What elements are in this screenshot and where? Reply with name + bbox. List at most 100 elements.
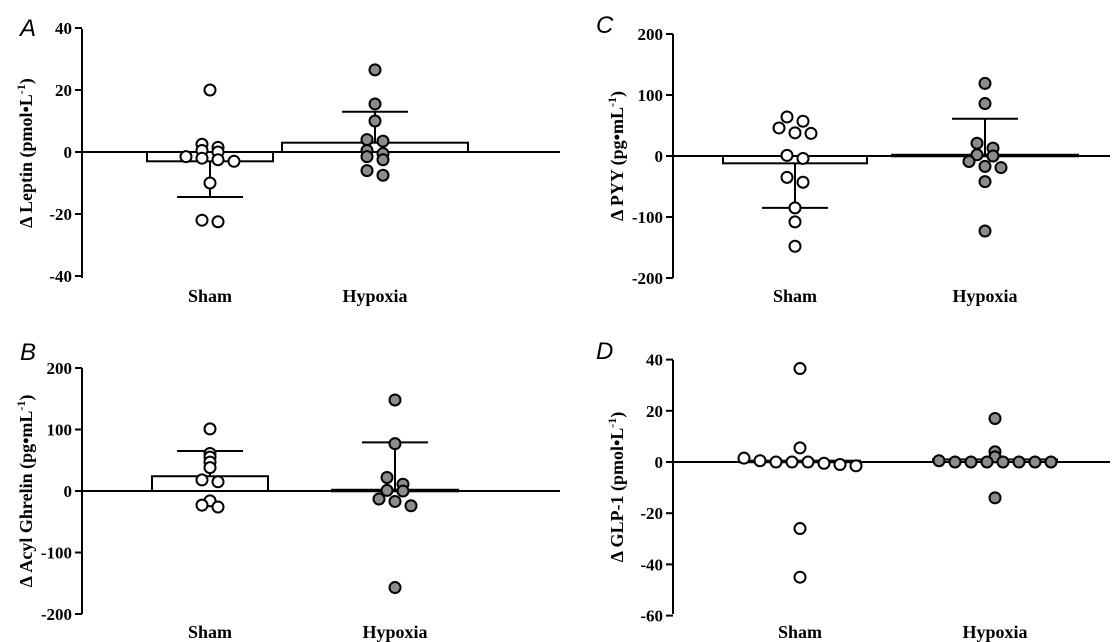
x-category-label: Hypoxia bbox=[362, 622, 427, 642]
data-point bbox=[380, 483, 394, 497]
y-tick-label: -100 bbox=[632, 208, 663, 227]
data-point bbox=[994, 161, 1008, 175]
data-point bbox=[978, 224, 992, 238]
data-point bbox=[360, 150, 374, 164]
data-point bbox=[788, 201, 802, 215]
x-category-label: Hypoxia bbox=[952, 286, 1017, 306]
data-point bbox=[179, 150, 193, 164]
data-point bbox=[376, 168, 390, 182]
panel-letter: C bbox=[596, 12, 614, 39]
data-point bbox=[1028, 455, 1042, 469]
panel-letter: A bbox=[18, 15, 36, 42]
mean-bar bbox=[331, 488, 459, 493]
data-point bbox=[785, 455, 799, 469]
panel-letter: D bbox=[596, 338, 613, 365]
data-point bbox=[376, 134, 390, 148]
data-point bbox=[793, 522, 807, 536]
data-point bbox=[788, 126, 802, 140]
mean-bar bbox=[891, 153, 1079, 158]
data-point bbox=[978, 76, 992, 90]
y-tick-label: 0 bbox=[655, 453, 664, 472]
y-tick-label: 0 bbox=[64, 143, 73, 162]
y-axis-title-close: ) bbox=[16, 395, 37, 401]
data-point bbox=[360, 164, 374, 178]
data-point bbox=[203, 176, 217, 190]
data-point bbox=[988, 411, 1002, 425]
y-axis-title-superscript: -1 bbox=[605, 97, 619, 107]
y-tick-label: -200 bbox=[41, 605, 72, 624]
data-point bbox=[769, 455, 783, 469]
x-category-label: Hypoxia bbox=[962, 622, 1027, 642]
data-point bbox=[978, 159, 992, 173]
data-point bbox=[970, 148, 984, 162]
data-point bbox=[796, 175, 810, 189]
panel-B: B -200 -100 0 100 200 Δ Acyl Ghrelin (pg•mL-1)… bbox=[14, 339, 560, 642]
y-axis-title: Δ PYY (pg•mL-1) bbox=[605, 91, 628, 221]
data-point bbox=[227, 154, 241, 168]
data-point bbox=[195, 213, 209, 227]
data-point bbox=[376, 153, 390, 167]
data-point bbox=[368, 97, 382, 111]
y-axis-title-main: Δ Acyl Ghrelin (pg•mL bbox=[16, 411, 37, 588]
data-point bbox=[211, 500, 225, 514]
y-axis-title-superscript: -1 bbox=[605, 418, 619, 428]
data-point bbox=[962, 154, 976, 168]
data-point bbox=[780, 110, 794, 124]
y-tick-label: 0 bbox=[655, 147, 664, 166]
data-point bbox=[396, 484, 410, 498]
data-point bbox=[986, 149, 1000, 163]
y-axis-title-superscript: -1 bbox=[14, 401, 28, 411]
data-point bbox=[195, 151, 209, 165]
data-point bbox=[996, 455, 1010, 469]
x-category-label: Sham bbox=[773, 286, 817, 306]
data-point bbox=[211, 475, 225, 489]
data-point bbox=[211, 215, 225, 229]
mean-bar bbox=[722, 155, 868, 165]
data-point bbox=[796, 151, 810, 165]
mean-bar bbox=[146, 151, 274, 163]
data-point bbox=[980, 455, 994, 469]
panel-letter: B bbox=[20, 339, 36, 366]
data-point bbox=[772, 121, 786, 135]
y-axis-title-close: ) bbox=[16, 78, 37, 84]
y-axis-title: Δ GLP-1 (pmol•L-1) bbox=[605, 412, 628, 563]
y-tick-label: -100 bbox=[41, 544, 72, 563]
data-point bbox=[388, 437, 402, 451]
y-axis-title-main: Δ PYY (pg•mL bbox=[607, 107, 628, 221]
y-tick-label: 100 bbox=[638, 86, 664, 105]
y-tick-label: -20 bbox=[640, 504, 663, 523]
data-point bbox=[195, 498, 209, 512]
data-point bbox=[978, 97, 992, 111]
panel-A: A -40 -20 0 20 40 Δ Leptin (pmol•L-1) Sham Hypox… bbox=[14, 15, 560, 306]
data-point bbox=[793, 441, 807, 455]
data-point bbox=[1012, 455, 1026, 469]
data-point bbox=[372, 492, 386, 506]
data-point bbox=[203, 461, 217, 475]
y-axis-title: Δ Acyl Ghrelin (pg•mL-1) bbox=[14, 395, 37, 588]
y-tick-label: 40 bbox=[55, 19, 72, 38]
data-point bbox=[203, 422, 217, 436]
y-tick-label: -40 bbox=[49, 267, 72, 286]
data-point bbox=[970, 136, 984, 150]
mean-bar bbox=[281, 141, 469, 153]
data-point bbox=[404, 499, 418, 513]
x-category-label: Sham bbox=[188, 286, 232, 306]
x-category-label: Hypoxia bbox=[342, 286, 407, 306]
data-point bbox=[368, 114, 382, 128]
panel-C: C -200 -100 0 100 200 Δ PYY (pg•mL-1) Sham Hypox… bbox=[596, 12, 1110, 306]
y-tick-label: -200 bbox=[632, 269, 663, 288]
mean-bar bbox=[151, 475, 269, 492]
y-axis-title-close: ) bbox=[607, 91, 628, 97]
x-category-label: Sham bbox=[778, 622, 822, 642]
data-point bbox=[804, 126, 818, 140]
data-point bbox=[801, 455, 815, 469]
y-axis-title-close: ) bbox=[607, 412, 628, 418]
y-tick-label: -60 bbox=[640, 607, 663, 626]
y-tick-label: -20 bbox=[49, 205, 72, 224]
data-point bbox=[817, 456, 831, 470]
y-tick-label: 20 bbox=[646, 402, 663, 421]
panel-D: D -60 -40 -20 0 20 40 Δ GLP-1 (pmol•L-1) Sham Hyp… bbox=[596, 338, 1110, 642]
y-axis-title-superscript: -1 bbox=[14, 84, 28, 94]
data-point bbox=[780, 170, 794, 184]
